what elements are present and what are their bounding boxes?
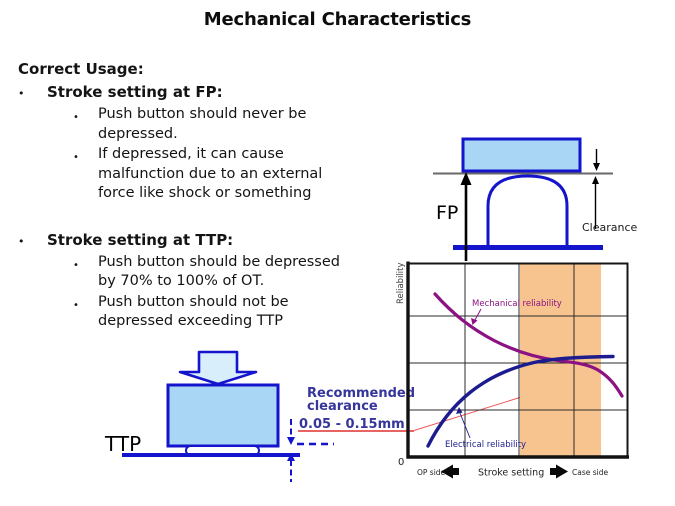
fp-item-2-text: If depressed, it can cause malfunction d… (98, 146, 323, 201)
op-side-arrow-icon (441, 464, 459, 479)
correct-usage-heading: Correct Usage: (18, 60, 144, 78)
fp-clearance-down-arrow-icon (593, 163, 600, 171)
chart-op-side-label: OP side (417, 468, 446, 477)
fp-section-title: Stroke setting at FP: (47, 83, 223, 101)
chart-origin-label: 0 (398, 457, 404, 468)
ttp-section-row: • Stroke setting at TTP: (18, 230, 352, 252)
bullet-icon: • (73, 299, 79, 311)
chart-x-label: Stroke setting (478, 468, 544, 479)
fp-item-1-text: Push button should never be depressed. (98, 106, 307, 142)
recommended-clearance-annotation: Recommended clearance 0.05 - 0.15mm (298, 383, 557, 432)
electrical-reliability-curve (426, 354, 615, 448)
electrical-label-arrow-icon (456, 407, 463, 414)
ttp-press-arrow-icon (178, 350, 258, 386)
electrical-label-arrow-line (459, 412, 471, 439)
reliability-chart: Mechanical reliability Electrical reliab… (396, 261, 629, 479)
ttp-item-1-text: Push button should be depressed by 70% t… (98, 253, 340, 290)
bullet-icon: • (73, 152, 79, 163)
electrical-reliability-label: Electrical reliability (445, 440, 526, 450)
ttp-button-body (166, 383, 280, 448)
ttp-item-1-row: • Push button should be depressed by 70%… (73, 253, 352, 292)
mechanical-reliability-label: Mechanical reliability (472, 299, 562, 309)
bullet-icon: • (18, 87, 25, 100)
fp-section-row: • Stroke setting at FP: (18, 82, 352, 104)
chart-case-side-label: Case side (572, 468, 608, 477)
chart-gridlines (409, 264, 627, 456)
clearance-value: 0.05 - 0.15mm (299, 417, 405, 432)
fp-arrow-head-icon (460, 172, 472, 185)
fp-clearance-label: Clearance (582, 221, 638, 234)
ttp-diagram: TTP (104, 350, 334, 482)
fp-clearance-up-arrow-icon (592, 176, 599, 184)
fp-item-2-row: • If depressed, it can cause malfunction… (73, 145, 352, 204)
ttp-item-2-text: Push button should not be depressed exce… (98, 293, 289, 330)
fp-knob (461, 137, 582, 173)
fp-dome (486, 174, 569, 246)
recommended-line2: clearance (307, 399, 378, 414)
mechanical-label-arrow-icon (471, 318, 478, 325)
bullet-icon: • (73, 112, 79, 123)
fp-item-1-row: • Push button should never be depressed. (73, 105, 352, 144)
ttp-section-title: Stroke setting at TTP: (47, 230, 234, 249)
correct-usage-block: Correct Usage: • Stroke setting at FP: •… (18, 59, 352, 332)
bullet-icon: • (73, 259, 79, 271)
recommended-line1: Recommended (307, 386, 415, 401)
bullet-icon: • (18, 234, 25, 248)
case-side-arrow-icon (550, 464, 568, 479)
ttp-label: TTP (104, 432, 141, 456)
mechanical-label-arrow-line (474, 308, 482, 321)
ttp-gap-up-arrow-icon (287, 453, 295, 461)
fp-label: FP (436, 202, 458, 224)
chart-y-label: Reliability (396, 262, 406, 304)
page-title: Mechanical Characteristics (203, 9, 472, 30)
ttp-item-2-row: • Push button should not be depressed ex… (73, 293, 352, 332)
fp-diagram: FP Clearance (433, 137, 638, 261)
ttp-gap-down-arrow-icon (287, 437, 295, 445)
